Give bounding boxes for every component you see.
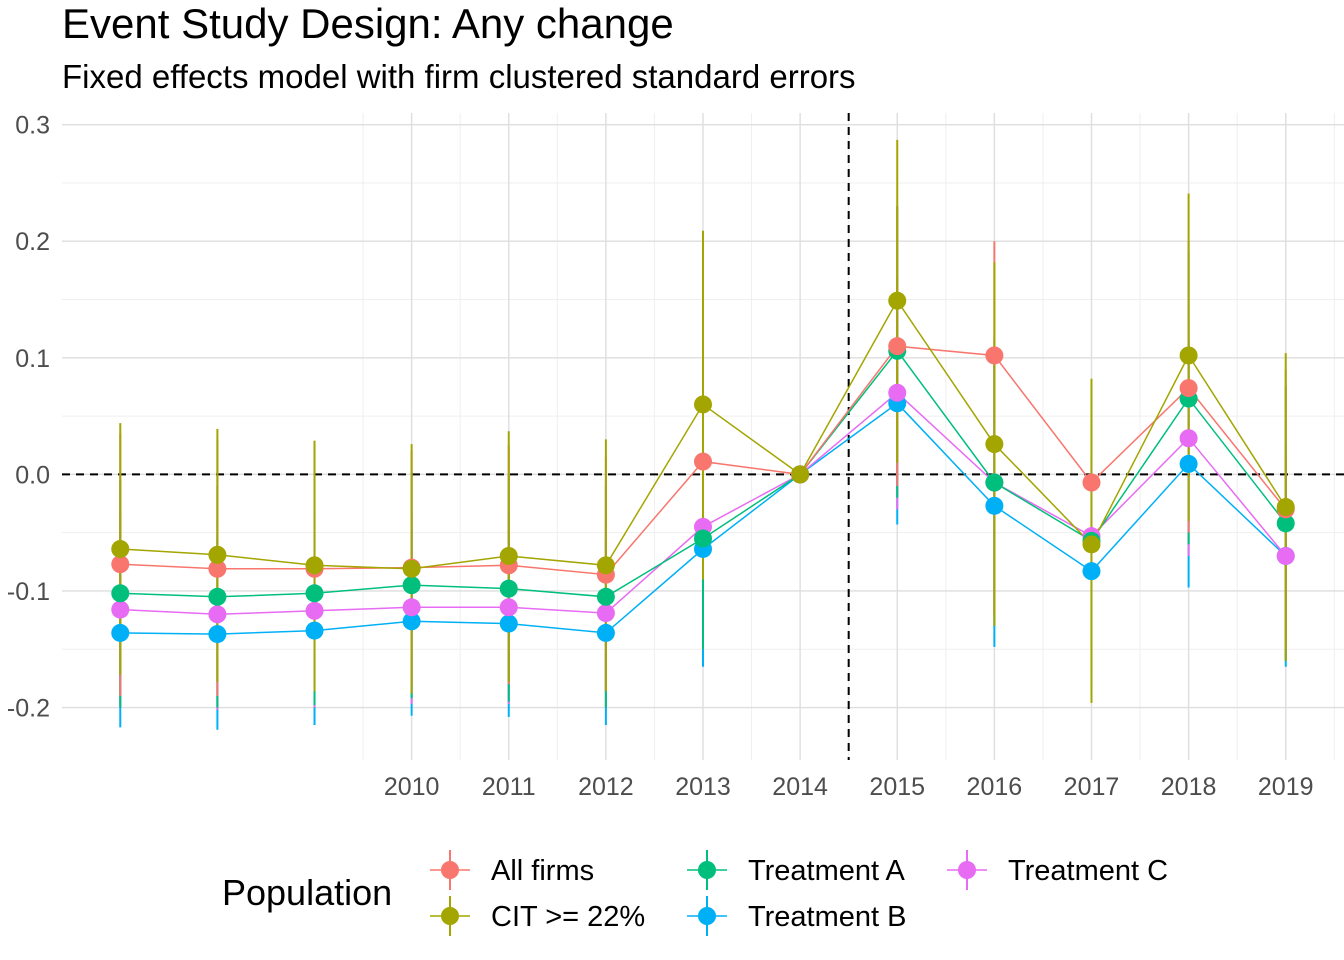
point-treatment-b — [596, 623, 615, 642]
point-treatment-b — [402, 612, 421, 631]
point-treatment-c — [402, 598, 421, 617]
point-all-firms — [888, 337, 907, 356]
x-tick-label: 2014 — [772, 773, 828, 801]
x-tick-label: 2015 — [869, 773, 925, 801]
point-treatment-a — [305, 584, 324, 603]
y-tick-label: 0.2 — [15, 228, 50, 256]
point-treatment-a — [694, 529, 712, 548]
point-all-firms — [111, 555, 130, 574]
x-tick-label: 2019 — [1258, 773, 1314, 801]
minor-gridlines — [62, 113, 1344, 760]
point-treatment-b — [111, 623, 130, 642]
x-tick-label: 2017 — [1064, 773, 1120, 801]
chart-subtitle: Fixed effects model with firm clustered … — [62, 58, 856, 95]
x-tick-label: 2016 — [967, 773, 1023, 801]
legend-key-point — [441, 907, 459, 925]
point-treatment-c — [596, 604, 615, 623]
point-cit-22 — [208, 545, 227, 564]
point-cit-22 — [305, 556, 324, 575]
legend-item-treatment-c: Treatment C — [947, 850, 1168, 890]
point-treatment-a — [111, 584, 130, 603]
point-treatment-c — [1276, 546, 1295, 565]
y-tick-label: -0.2 — [7, 695, 50, 723]
x-tick-label: 2010 — [384, 773, 440, 801]
point-treatment-c — [499, 598, 518, 617]
point-treatment-b — [499, 614, 518, 633]
point-treatment-a — [208, 587, 227, 606]
point-all-firms — [1179, 379, 1198, 398]
point-treatment-a — [985, 473, 1004, 492]
point-all-firms — [1082, 473, 1101, 492]
y-tick-label: 0.3 — [15, 112, 50, 140]
legend-item-treatment-a: Treatment A — [687, 850, 906, 890]
point-treatment-c — [305, 601, 324, 620]
x-tick-label: 2018 — [1161, 773, 1217, 801]
legend: Population All firms CIT >= 22% Treatment A… — [222, 850, 1168, 936]
point-cit-22 — [402, 559, 421, 578]
reference-lines — [62, 113, 1344, 760]
y-axis-ticks: 0.3 0.2 0.1 0.0 -0.1 -0.2 — [7, 112, 50, 723]
point-treatment-b — [985, 496, 1004, 515]
legend-label: All firms — [491, 855, 594, 887]
point-treatment-b — [208, 625, 227, 644]
point-treatment-a — [1276, 514, 1295, 533]
y-tick-label: -0.1 — [7, 578, 50, 606]
legend-item-all-firms: All firms — [430, 850, 594, 890]
legend-label: Treatment A — [748, 855, 906, 887]
legend-key-point — [441, 861, 459, 879]
point-treatment-c — [1179, 429, 1198, 448]
legend-key-point — [958, 861, 976, 879]
point-cit-22 — [1179, 346, 1198, 365]
point-treatment-b — [1179, 454, 1198, 473]
legend-key-point — [698, 861, 716, 879]
point-cit-22 — [499, 546, 518, 565]
point-cit-22 — [596, 556, 615, 575]
x-axis-ticks: 2010 2011 2012 2013 2014 2015 2016 2017 2018 2019 — [384, 773, 1314, 801]
point-cit-22 — [694, 395, 712, 414]
y-tick-label: 0.0 — [15, 461, 50, 489]
x-tick-label: 2013 — [675, 773, 731, 801]
point-all-firms — [694, 452, 712, 471]
legend-label: Treatment C — [1008, 855, 1168, 887]
chart-title: Event Study Design: Any change — [62, 0, 674, 47]
legend-item-cit-22: CIT >= 22% — [430, 896, 645, 936]
legend-item-treatment-b: Treatment B — [687, 896, 906, 936]
series-points — [111, 291, 1295, 644]
legend-label: CIT >= 22% — [491, 901, 645, 933]
legend-label: Treatment B — [748, 901, 906, 933]
point-cit-22 — [1082, 535, 1101, 554]
point-cit-22 — [111, 539, 130, 558]
point-treatment-b — [305, 621, 324, 640]
point-treatment-c — [888, 383, 907, 402]
point-treatment-c — [111, 600, 130, 619]
y-tick-label: 0.1 — [15, 345, 50, 373]
point-cit-22 — [791, 465, 810, 484]
point-all-firms — [208, 559, 227, 578]
point-treatment-a — [596, 587, 615, 606]
point-treatment-a — [499, 579, 518, 598]
point-cit-22 — [985, 435, 1004, 454]
point-cit-22 — [888, 291, 907, 310]
point-treatment-b — [1082, 562, 1101, 581]
point-treatment-a — [402, 576, 421, 595]
point-treatment-c — [208, 605, 227, 624]
point-all-firms — [985, 346, 1004, 365]
legend-title: Population — [222, 872, 392, 913]
x-tick-label: 2012 — [578, 773, 634, 801]
x-tick-label: 2011 — [482, 773, 536, 801]
point-cit-22 — [1276, 498, 1295, 517]
legend-key-point — [698, 907, 716, 925]
